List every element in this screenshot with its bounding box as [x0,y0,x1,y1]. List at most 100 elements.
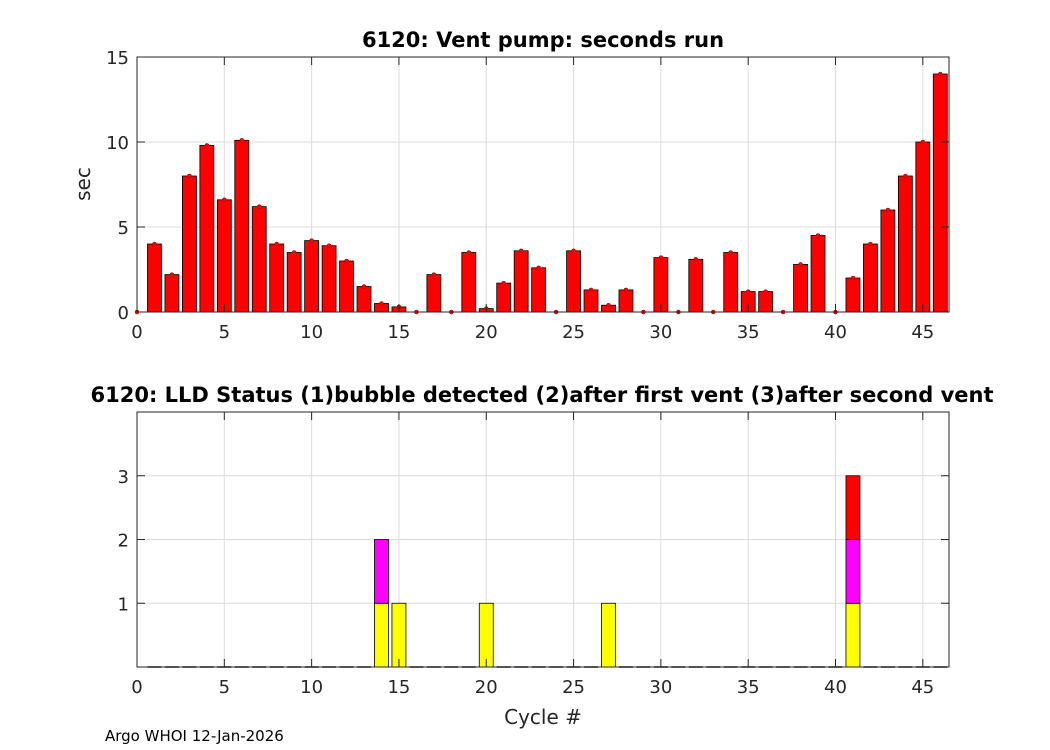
value-marker [798,262,803,267]
vent-pump-bars [134,71,948,315]
bar [845,277,861,313]
bar [583,289,599,313]
bar [566,250,581,313]
x-tick-label: 5 [219,677,230,698]
bar [199,144,215,313]
stacked-bar-segment [845,602,861,668]
x-tick-label: 0 [131,322,142,343]
x-tick-label: 35 [737,677,760,698]
stacked-bar-segment [478,602,494,668]
value-marker [693,257,699,262]
bar [723,252,739,313]
value-marker [658,255,664,260]
lld-grid [136,412,949,667]
y-tick-label: 15 [106,48,129,69]
stacked-bar-segment [601,602,616,668]
footer-text: Argo WHOI 12-Jan-2026 [105,727,284,745]
x-tick-label: 10 [300,322,323,343]
value-marker [152,241,157,247]
value-marker [920,139,926,145]
x-tick-label: 40 [824,677,847,698]
vent-pump-title: 6120: Vent pump: seconds run [362,28,724,52]
bar [216,199,232,313]
x-tick-label: 30 [649,322,672,343]
stacked-bar-segment [845,539,861,604]
value-marker [222,197,227,203]
value-marker [326,243,332,248]
x-tick-label: 10 [300,677,323,698]
stacked-bar-segment [374,602,389,668]
value-marker [431,272,437,277]
x-tick-label: 25 [562,322,585,343]
lld-x-ticks: 0 5 10 15 20 25 30 35 40 45 [131,412,934,698]
bar [304,240,320,313]
y-tick-label: 10 [106,133,129,154]
x-tick-label: 35 [737,322,760,343]
bar [251,206,267,313]
value-marker [256,204,262,209]
lld-status-panel: 0 5 10 15 20 25 30 35 40 45 1 2 3 6120: LLD Status … [91,383,994,729]
value-marker [623,287,629,293]
bar [810,235,826,313]
x-tick-label: 45 [911,677,934,698]
x-tick-label: 25 [562,677,585,698]
vent-pump-y-label: sec [71,167,95,201]
bar [182,175,197,313]
vent-pump-axes-box [136,56,950,313]
bar [269,243,285,313]
value-marker [815,233,821,238]
value-marker [204,143,210,148]
bar [321,245,337,313]
y-tick-label: 5 [118,218,129,239]
bar [915,141,931,313]
stacked-bar-segment [845,475,861,540]
vent-pump-panel: 0 5 10 15 20 25 30 35 40 45 0 5 10 15 6120: Vent pum… [71,28,950,343]
bar [688,258,704,313]
bar [356,286,372,313]
bar [531,267,547,313]
value-marker [501,280,506,286]
value-marker [518,248,524,254]
bar [164,274,180,313]
x-tick-label: 30 [649,677,672,698]
value-marker [885,207,891,213]
x-tick-label: 15 [387,322,410,343]
value-marker [379,301,384,306]
bar [461,252,477,313]
lld-y-ticks: 1 2 3 [118,467,949,615]
value-marker [571,248,576,254]
value-marker [291,250,297,255]
x-tick-label: 5 [219,322,230,343]
y-tick-label: 0 [118,303,129,324]
value-marker [309,238,314,243]
value-marker [466,250,472,255]
bar [234,139,250,313]
value-marker [938,71,943,77]
bar [339,260,354,313]
value-marker [187,173,192,179]
bar [880,209,896,313]
x-tick-label: 0 [131,677,142,698]
stacked-bar-segment [374,539,389,604]
bar [426,274,442,313]
x-tick-label: 40 [824,322,847,343]
bar [793,263,808,313]
x-tick-label: 15 [387,677,410,698]
value-marker [344,258,349,264]
x-tick-label: 20 [475,677,498,698]
value-marker [850,275,856,281]
bar [897,175,913,313]
vent-pump-y-ticks: 0 5 10 15 [106,48,949,324]
value-marker [239,138,245,143]
bar [758,291,774,313]
bar [286,252,302,313]
bar [863,243,878,313]
value-marker [745,289,751,294]
stacked-bar-segment [391,602,407,668]
bar [618,289,634,313]
value-marker [868,241,873,247]
bar [932,73,948,313]
value-marker [274,241,279,247]
y-tick-label: 2 [118,531,129,552]
value-marker [588,287,594,293]
